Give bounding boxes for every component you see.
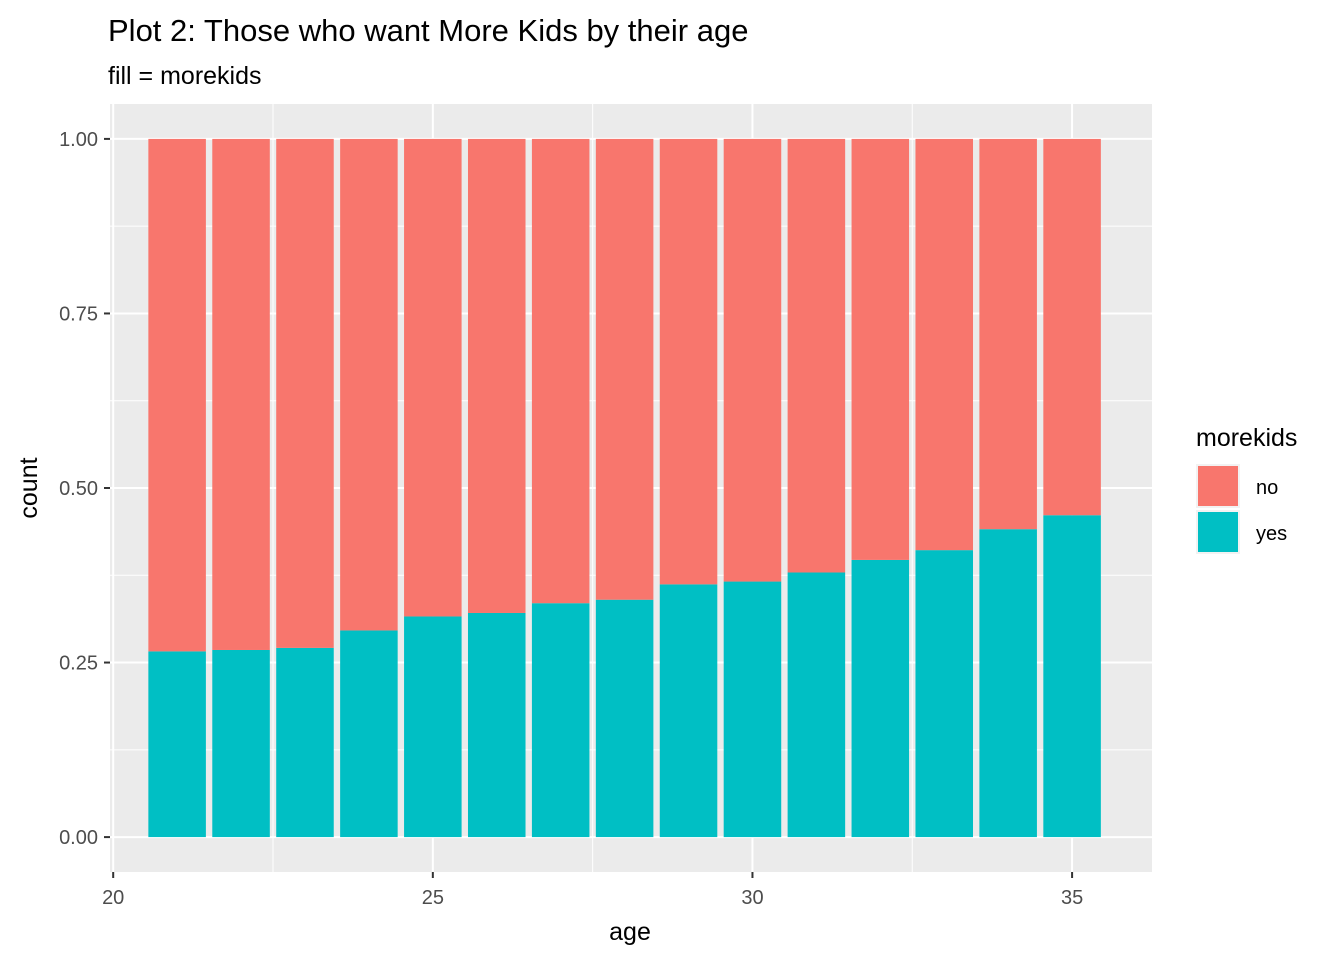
bars xyxy=(148,138,1101,838)
bar-yes-29 xyxy=(659,584,718,838)
bar-no-23 xyxy=(276,138,334,648)
bar-yes-26 xyxy=(467,612,526,838)
bar-yes-32 xyxy=(851,559,910,838)
chart-title: Plot 2: Those who want More Kids by thei… xyxy=(108,13,748,48)
bar-no-28 xyxy=(595,138,654,600)
bar-yes-25 xyxy=(404,616,462,838)
bar-yes-31 xyxy=(787,572,846,838)
bar-yes-24 xyxy=(340,630,398,838)
bar-no-34 xyxy=(979,138,1037,530)
bar-yes-33 xyxy=(915,550,974,838)
bar-no-29 xyxy=(659,138,718,585)
chart-subtitle: fill = morekids xyxy=(108,62,262,90)
bar-no-27 xyxy=(531,138,590,604)
legend-title: morekids xyxy=(1196,424,1297,452)
bar-no-24 xyxy=(340,138,398,631)
x-tick-label: 35 xyxy=(1061,887,1083,909)
x-axis-title: age xyxy=(609,918,651,946)
bar-no-22 xyxy=(212,138,270,650)
bar-no-32 xyxy=(851,138,910,560)
bar-no-35 xyxy=(1043,138,1101,516)
y-axis-title: count xyxy=(15,457,43,518)
legend-swatch-no xyxy=(1198,466,1238,506)
bar-yes-22 xyxy=(212,649,270,838)
bar-no-25 xyxy=(404,138,462,617)
bar-yes-35 xyxy=(1043,515,1101,838)
legend-swatch-yes xyxy=(1198,512,1238,552)
bar-no-26 xyxy=(467,138,526,613)
bar-yes-34 xyxy=(979,529,1037,838)
x-tick-label: 25 xyxy=(422,887,444,909)
legend-label-yes: yes xyxy=(1256,523,1287,545)
legend: morekids no yes xyxy=(1196,424,1297,554)
bar-yes-27 xyxy=(531,603,590,838)
bar-yes-30 xyxy=(723,581,782,838)
x-tick-label: 30 xyxy=(741,887,763,909)
y-tick-label: 0.25 xyxy=(59,653,98,675)
bar-no-31 xyxy=(787,138,846,573)
y-tick-label: 0.00 xyxy=(59,827,98,849)
x-tick-label: 20 xyxy=(102,887,124,909)
y-tick-label: 0.50 xyxy=(59,478,98,500)
y-tick-label: 1.00 xyxy=(59,129,98,151)
bar-yes-21 xyxy=(148,651,206,838)
bar-no-30 xyxy=(723,138,782,582)
bar-yes-23 xyxy=(276,647,334,838)
bar-yes-28 xyxy=(595,599,654,838)
y-tick-label: 0.75 xyxy=(59,303,98,325)
legend-label-no: no xyxy=(1256,477,1278,499)
bar-no-21 xyxy=(148,138,206,652)
x-axis: 20 25 30 35 xyxy=(102,872,1083,909)
bar-no-33 xyxy=(915,138,974,551)
y-axis: 0.00 0.25 0.50 0.75 1.00 xyxy=(59,129,110,849)
